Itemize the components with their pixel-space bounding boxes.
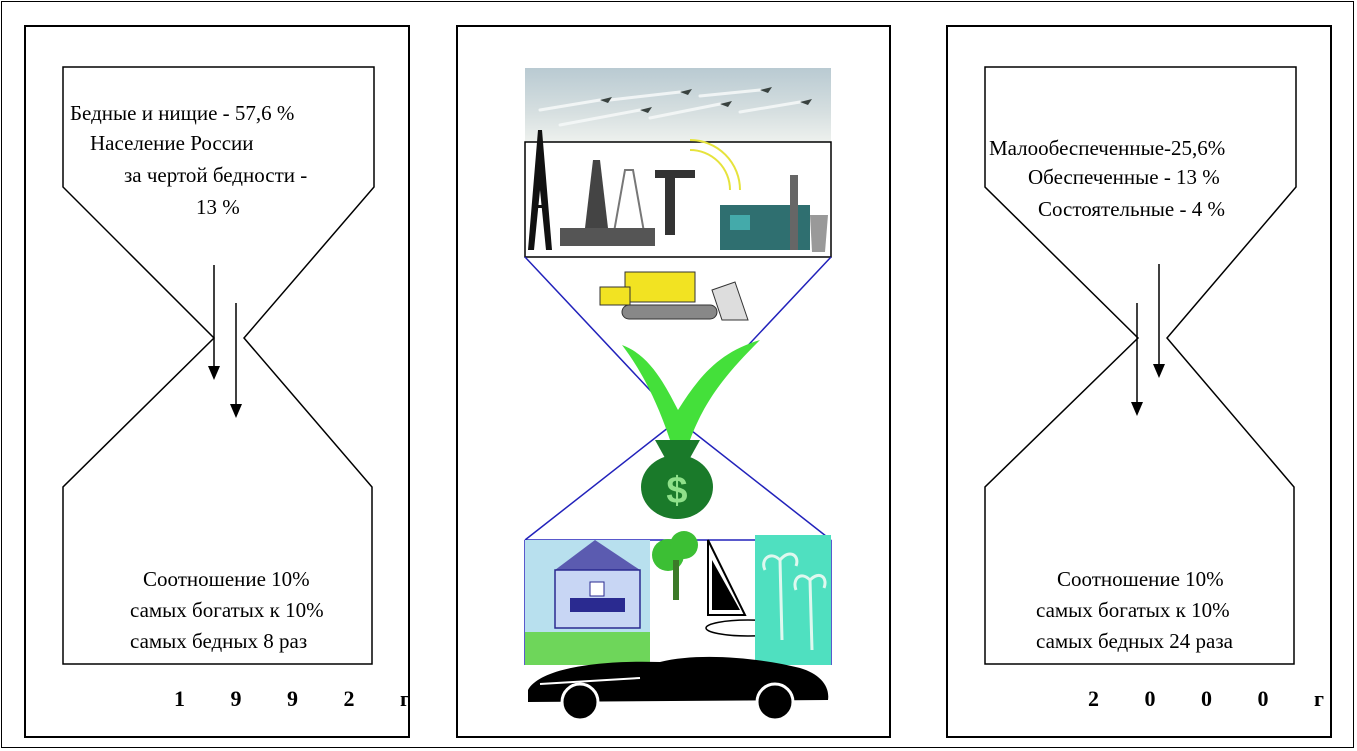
left-bottom-line-1: Соотношение 10% [143, 567, 310, 591]
right-bottom-line-3: самых бедных 24 раза [1036, 629, 1233, 653]
right-bottom-line-2: самых богатых к 10% [1036, 598, 1230, 622]
tree-icon [652, 531, 698, 600]
left-top-line-1: Бедные и нищие - 57,6 % [70, 101, 295, 125]
right-year: 2 0 0 0 г [1088, 686, 1344, 711]
right-panel [946, 25, 1332, 738]
bulldozer-icon [599, 271, 749, 321]
left-bottom-line-3: самых бедных 8 раз [130, 629, 308, 653]
left-top-line-3: за чертой бедности - [124, 163, 308, 187]
right-top-line-3: Состоятельные - 4 % [1038, 197, 1225, 221]
house-icon [525, 540, 650, 665]
left-top-line-4: 13 % [196, 195, 240, 219]
palm-trees-icon [755, 535, 831, 665]
green-arrow-icon [622, 340, 760, 440]
jets-icon [525, 68, 831, 142]
left-top-line-2: Население России [90, 131, 254, 155]
svg-text:$: $ [666, 470, 687, 512]
left-year: 1 9 9 2 г [174, 686, 430, 711]
oil-rig-icon [560, 139, 741, 246]
money-bag-icon: $ [641, 440, 713, 519]
convertible-car-icon [528, 656, 829, 722]
factory-icon [720, 175, 828, 252]
left-panel [24, 25, 410, 738]
right-top-line-1: Малообеспеченные-25,6% [989, 136, 1226, 160]
eiffel-tower-icon [528, 130, 552, 250]
left-bottom-line-2: самых богатых к 10% [130, 598, 324, 622]
right-top-line-2: Обеспеченные - 13 % [1028, 165, 1220, 189]
right-bottom-line-1: Соотношение 10% [1057, 567, 1224, 591]
